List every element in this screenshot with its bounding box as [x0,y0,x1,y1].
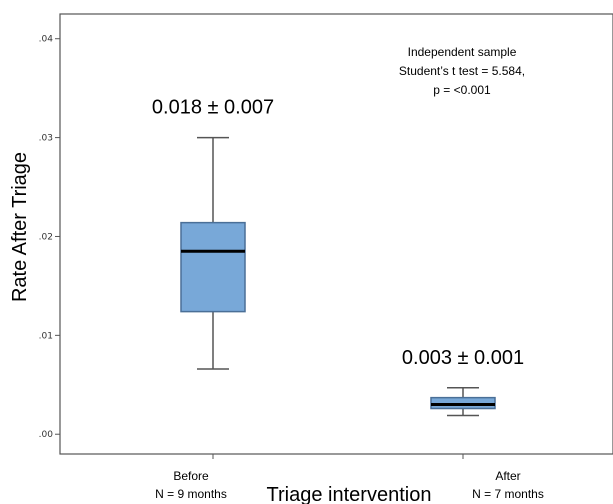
category-sublabel-after: N = 7 months [472,487,544,501]
y-tick-label: .01 [39,331,53,341]
box-group-before [180,136,246,370]
y-tick-label: .03 [39,134,53,144]
stat-label-before: 0.018 ± 0.007 [152,97,274,119]
y-tick-label: .00 [39,430,54,440]
annotation-line-3: p = <0.001 [433,83,491,97]
annotation-line-1: Independent sample [408,45,517,59]
plot-frame [59,13,613,455]
category-label-before: Before [173,469,209,483]
y-tick-label: .04 [39,35,54,45]
annotation-line-2: Student’s t test = 5.584, [399,64,525,78]
y-axis-title: Rate After Triage [9,152,31,302]
stat-label-after: 0.003 ± 0.001 [402,347,524,369]
iqr-box [180,221,246,313]
x-axis-title: Triage intervention [267,484,432,504]
category-label-after: After [495,469,520,483]
box-group-after [430,387,496,417]
y-tick-label: .02 [39,232,53,242]
category-sublabel-before: N = 9 months [155,487,227,501]
